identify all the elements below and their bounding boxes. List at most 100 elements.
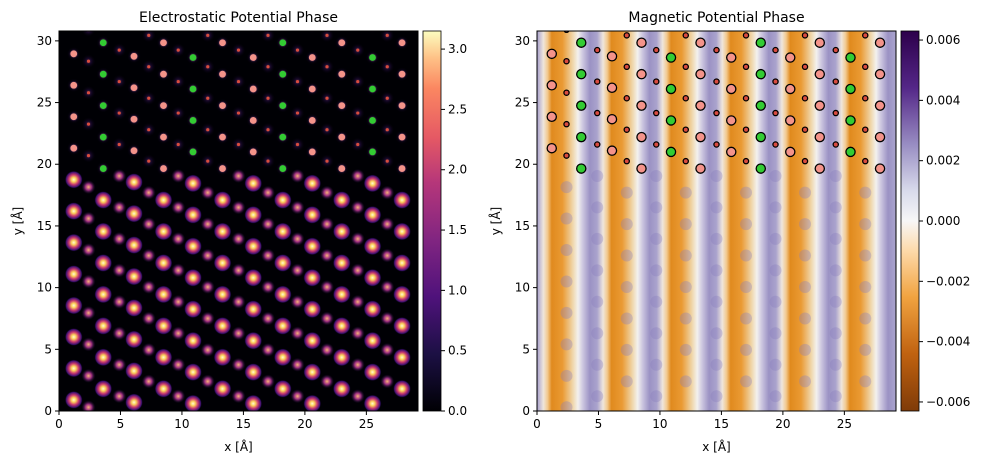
atom-marker	[801, 157, 809, 165]
atom-marker	[576, 68, 587, 80]
atom-marker	[682, 94, 690, 102]
x-tick-label: 25	[837, 417, 852, 431]
potential-peak	[290, 168, 305, 183]
phase-modulation	[591, 232, 604, 245]
atom-marker	[129, 83, 139, 92]
atom-marker	[874, 68, 886, 80]
atom-marker	[205, 32, 211, 38]
atom-marker	[175, 47, 181, 53]
phase-modulation	[679, 375, 692, 388]
atom-marker	[146, 32, 152, 38]
phase-modulation	[829, 295, 842, 308]
potential-peak	[363, 268, 382, 287]
potential-peak	[393, 316, 412, 335]
potential-peak	[200, 217, 215, 232]
potential-peak	[303, 331, 322, 350]
potential-peak	[184, 300, 203, 319]
potential-peak	[213, 316, 232, 335]
potential-peak	[303, 174, 322, 193]
phase-modulation	[859, 186, 872, 199]
potential-peak	[261, 342, 276, 357]
potential-peak	[81, 305, 96, 320]
x-tick-label: 10	[652, 417, 667, 431]
potential-peak	[124, 267, 143, 286]
potential-peak	[363, 237, 382, 256]
phase-modulation	[560, 338, 573, 351]
potential-peak	[200, 342, 215, 357]
phase-modulation	[710, 232, 723, 245]
phase-modulation	[859, 281, 872, 294]
potential-peak	[112, 263, 127, 278]
atom-marker	[278, 101, 287, 110]
atom-marker	[324, 95, 330, 101]
potential-peak	[261, 248, 276, 263]
atom-marker	[785, 52, 796, 63]
potential-peak	[231, 231, 246, 246]
atom-marker	[653, 46, 660, 54]
phase-modulation	[679, 186, 692, 199]
atom-marker	[607, 20, 616, 29]
atom-marker	[713, 78, 720, 85]
atom-marker	[146, 127, 152, 133]
atom-marker	[726, 52, 737, 63]
atom-marker	[832, 78, 840, 85]
atom-marker	[695, 100, 706, 111]
y-tick-label: 25	[515, 96, 530, 110]
phase-modulation	[710, 201, 723, 214]
x-tick-label: 0	[533, 417, 541, 431]
potential-peak	[303, 394, 322, 411]
atom-marker	[175, 110, 181, 116]
phase-modulation	[679, 343, 692, 356]
potential-peak	[94, 253, 113, 272]
potential-peak	[154, 316, 173, 335]
potential-peak	[290, 231, 305, 246]
y-tick-label: 5	[44, 342, 52, 356]
atom-marker	[636, 131, 647, 143]
x-tick-label: 20	[775, 417, 790, 431]
potential-peak	[141, 374, 156, 389]
colorbar-tick-label: 0.002	[926, 154, 960, 168]
atom-marker	[249, 53, 258, 62]
colorbar-tick-label: 3.0	[448, 42, 467, 56]
atom-marker	[593, 109, 601, 117]
potential-peak	[94, 316, 113, 335]
potential-peak	[200, 248, 215, 263]
atom-marker	[563, 120, 570, 128]
potential-peak	[350, 200, 365, 215]
atom-marker	[265, 32, 271, 38]
atom-marker	[772, 109, 779, 117]
atom-marker	[368, 53, 377, 62]
phase-modulation	[829, 232, 842, 245]
phase-modulation	[620, 375, 633, 388]
atom-marker	[695, 163, 706, 174]
atom-marker	[159, 132, 168, 142]
atom-marker	[69, 112, 78, 121]
atom-marker	[874, 163, 886, 174]
potential-peak	[380, 311, 395, 326]
potential-peak	[64, 265, 83, 284]
atom-marker	[337, 132, 346, 142]
electrostatic-panel: Electrostatic Potential Phase 0 5 10 15 20 25…	[10, 10, 467, 454]
atom-marker	[308, 53, 317, 62]
atom-marker	[236, 79, 241, 84]
potential-peak	[154, 348, 173, 367]
potential-peak	[393, 191, 412, 210]
phase-modulation	[650, 358, 663, 371]
atom-marker	[397, 164, 407, 173]
phase-modulation	[650, 295, 663, 308]
phase-modulation	[799, 249, 812, 262]
atom-marker	[623, 126, 631, 133]
atom-marker	[848, 31, 853, 32]
potential-peak	[320, 185, 335, 200]
atom-marker	[653, 141, 660, 148]
atom-marker	[665, 146, 677, 158]
atom-marker	[355, 79, 361, 84]
atom-marker	[682, 32, 690, 39]
atom-marker	[397, 69, 407, 79]
atom-marker	[295, 142, 300, 147]
atom-marker	[726, 83, 737, 95]
atom-marker	[563, 31, 570, 34]
potential-peak	[81, 368, 96, 383]
atom-marker	[218, 132, 227, 142]
